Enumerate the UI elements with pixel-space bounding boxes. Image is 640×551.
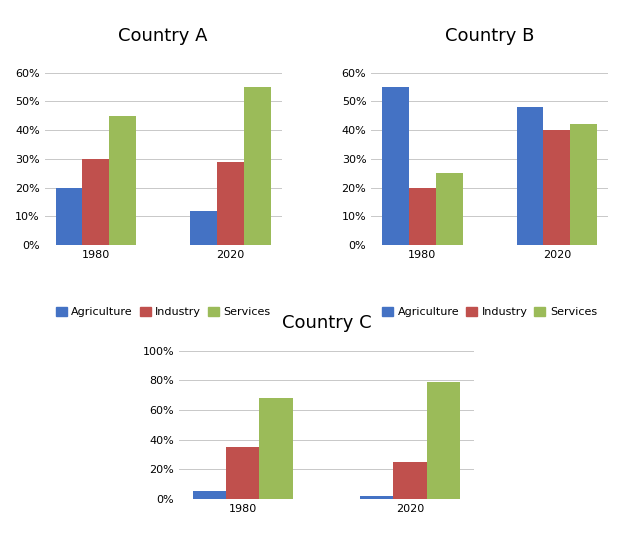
- Bar: [190, 210, 217, 245]
- Bar: [394, 462, 427, 499]
- Bar: [570, 125, 597, 245]
- Bar: [427, 382, 460, 499]
- Bar: [436, 173, 463, 245]
- Bar: [382, 87, 409, 245]
- Bar: [226, 447, 259, 499]
- Bar: [109, 116, 136, 245]
- Bar: [409, 188, 436, 245]
- Bar: [217, 162, 244, 245]
- Legend: Agriculture, Industry, Services: Agriculture, Industry, Services: [51, 302, 275, 322]
- Title: Country C: Country C: [282, 314, 371, 332]
- Title: Country A: Country A: [118, 27, 208, 45]
- Bar: [543, 130, 570, 245]
- Bar: [56, 188, 83, 245]
- Bar: [83, 159, 109, 245]
- Bar: [360, 496, 394, 499]
- Bar: [516, 107, 543, 245]
- Bar: [259, 398, 293, 499]
- Bar: [244, 87, 271, 245]
- Bar: [193, 491, 226, 499]
- Legend: Agriculture, Industry, Services: Agriculture, Industry, Services: [378, 302, 602, 322]
- Title: Country B: Country B: [445, 27, 534, 45]
